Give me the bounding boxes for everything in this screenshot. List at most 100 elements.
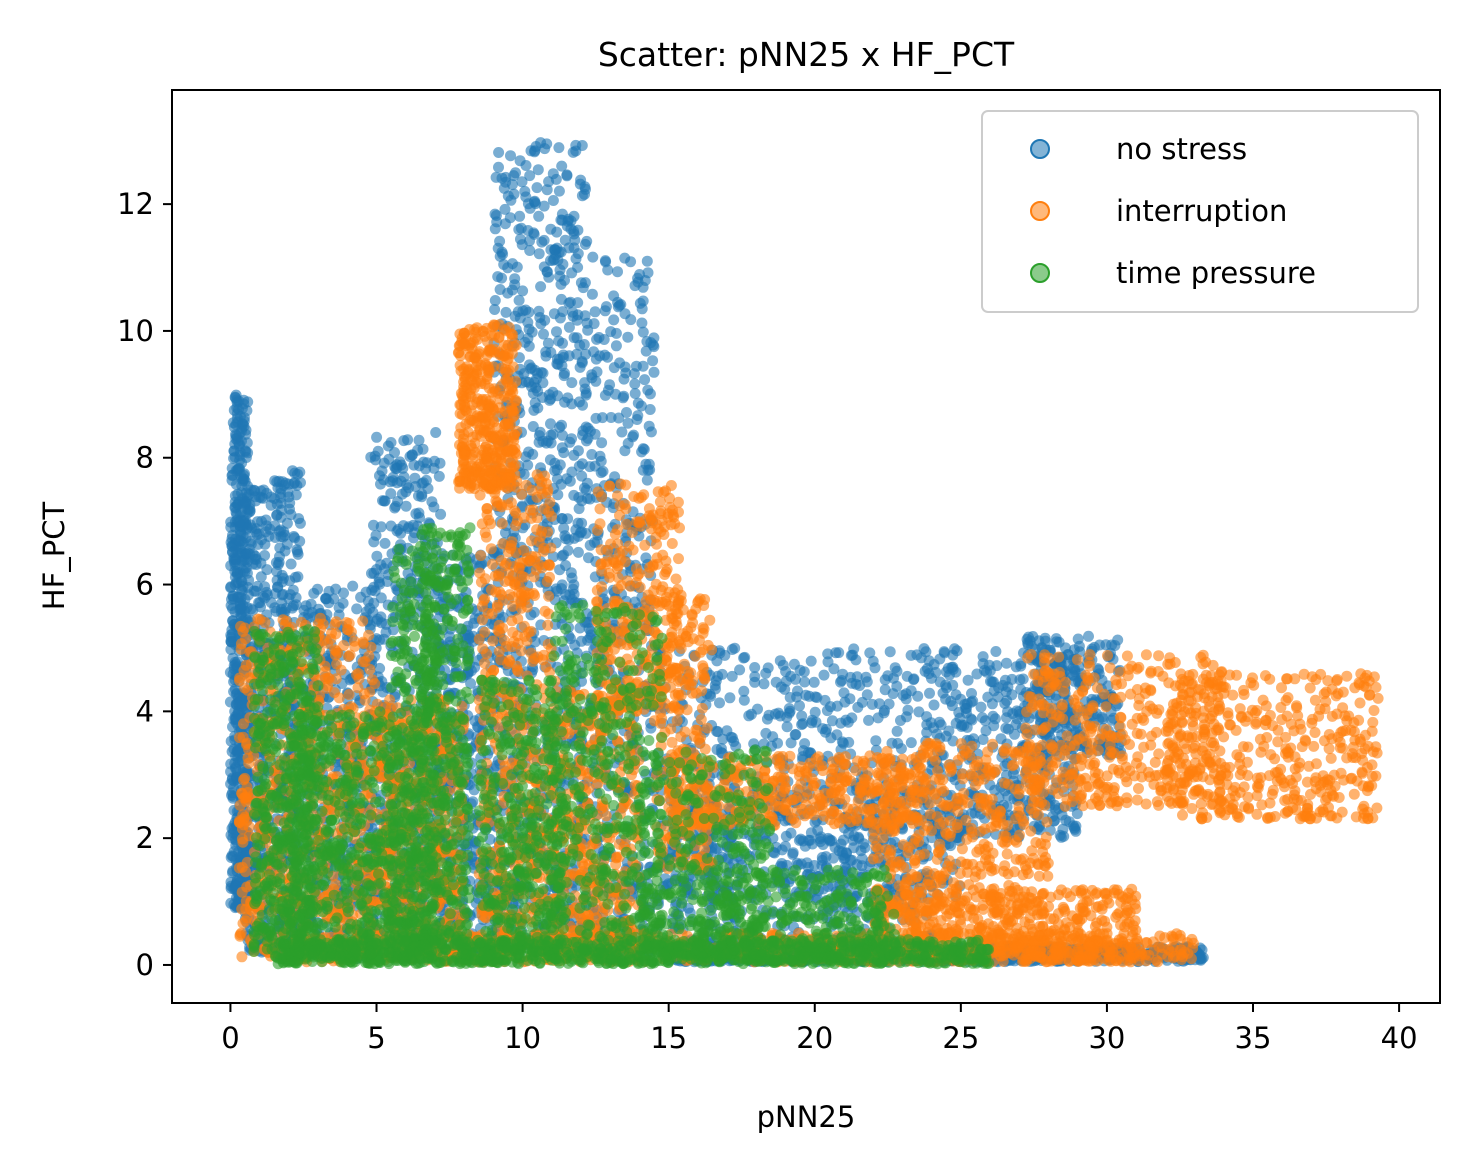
scatter-point [286, 602, 298, 614]
scatter-point [839, 696, 851, 708]
scatter-point [505, 150, 516, 162]
scatter-point [225, 852, 237, 863]
scatter-point [506, 179, 518, 191]
scatter-point [375, 611, 387, 623]
scatter-point [818, 669, 830, 681]
scatter-point [556, 550, 568, 562]
scatter-point [270, 557, 282, 569]
scatter-point [554, 564, 566, 576]
scatter-point [402, 434, 414, 446]
scatter-point [760, 667, 772, 679]
scatter-point [558, 447, 570, 459]
scatter-point [290, 592, 302, 604]
scatter-point [859, 842, 871, 854]
scatter-point [225, 521, 237, 533]
scatter-point [347, 580, 359, 592]
scatter-point [284, 497, 296, 509]
scatter-point [559, 367, 570, 379]
scatter-point [950, 717, 962, 729]
scatter-point [637, 326, 649, 338]
scatter-point [901, 711, 912, 723]
scatter-point [434, 457, 446, 469]
scatter-point [997, 679, 1009, 691]
scatter-point [494, 250, 506, 262]
scatter-point [368, 536, 380, 548]
scatter-point [576, 356, 588, 367]
scatter-point [379, 537, 391, 549]
scatter-point [556, 419, 567, 431]
scatter-point [225, 735, 237, 747]
scatter-point [905, 649, 917, 661]
scatter-point [245, 603, 257, 615]
scatter-point [892, 737, 904, 749]
scatter-point [369, 585, 381, 597]
scatter-point [628, 429, 640, 441]
scatter-point [645, 337, 657, 349]
scatter-point [410, 508, 422, 520]
scatter-point [538, 200, 550, 212]
chart-title: Scatter: pNN25 x HF_PCT [598, 35, 1015, 74]
scatter-point [244, 548, 256, 560]
scatter-point [227, 787, 238, 799]
scatter-point [241, 567, 253, 579]
scatter-point [567, 146, 579, 158]
scatter-point [584, 493, 596, 505]
scatter-point [566, 572, 578, 584]
scatter-point [560, 589, 572, 601]
scatter-point [406, 449, 418, 461]
scatter-point [226, 593, 237, 605]
scatter-point [610, 340, 622, 352]
scatter-point [489, 295, 501, 306]
scatter-point [820, 723, 832, 735]
scatter-point [494, 284, 506, 295]
scatter-point [598, 334, 610, 345]
scatter-point [541, 184, 553, 196]
scatter-point [571, 314, 583, 326]
scatter-point [891, 680, 903, 692]
scatter-point [879, 684, 891, 696]
scatter-point [999, 698, 1011, 709]
scatter-point [523, 340, 535, 352]
scatter-point [1001, 712, 1012, 724]
scatter-point [572, 261, 584, 273]
scatter-point [433, 470, 445, 482]
scatter-point [572, 546, 584, 558]
scatter-point [928, 699, 940, 711]
scatter-point [228, 404, 240, 416]
scatter-point [527, 448, 539, 460]
scatter-point [584, 461, 596, 473]
scatter-point [283, 478, 295, 490]
scatter-point [581, 477, 593, 489]
scatter-point [809, 706, 821, 718]
scatter-point [637, 295, 649, 307]
scatter-point [500, 306, 512, 318]
scatter-point [1014, 674, 1026, 686]
scatter-point [1000, 722, 1012, 734]
scatter-point [568, 449, 580, 461]
scatter-point [866, 698, 878, 710]
scatter-point [426, 496, 438, 508]
scatter-point [628, 368, 640, 380]
scatter-point [514, 155, 526, 167]
scatter-point [760, 727, 772, 739]
scatter-point [918, 643, 930, 655]
scatter-point [945, 695, 957, 707]
scatter-point [543, 389, 555, 401]
scatter-point [739, 651, 751, 663]
scatter-point [535, 281, 547, 293]
scatter-point [538, 328, 549, 340]
scatter-point [590, 375, 602, 387]
scatter-point [579, 238, 591, 250]
scatter-point [648, 366, 660, 378]
scatter-point [724, 692, 736, 704]
scatter-point [551, 464, 563, 476]
scatter-point [924, 687, 935, 699]
scatter-point [285, 558, 297, 570]
scatter-point [639, 374, 651, 386]
scatter-point [582, 432, 594, 444]
scatter-point [229, 757, 241, 769]
scatter-point [515, 233, 526, 245]
scatter-point [846, 712, 858, 724]
scatter-point [1068, 822, 1080, 834]
scatter-point [554, 264, 566, 276]
